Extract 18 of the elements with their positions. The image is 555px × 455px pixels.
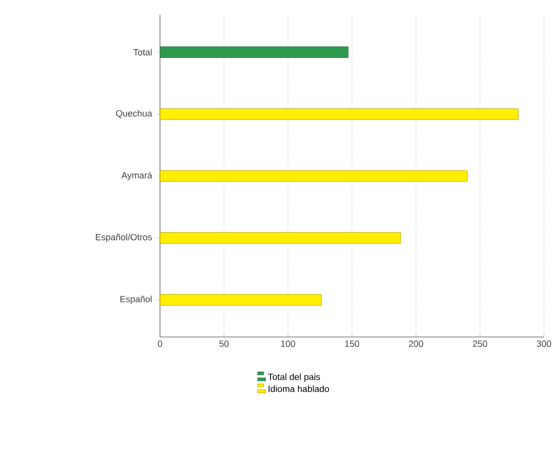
y-tick-label: Español (120, 296, 152, 304)
x-tick-label: 0 (158, 340, 162, 347)
x-tick-label: 250 (472, 340, 488, 347)
y-tick-label: Quechua (116, 110, 152, 118)
legend-label: Idioma hablado (268, 385, 329, 392)
y-tick-label: Total (133, 48, 152, 56)
x-tick-label: 300 (536, 340, 552, 347)
y-tick-label: Español/Otros (96, 234, 152, 242)
legend-label: Total del pais (268, 373, 320, 382)
bar (160, 108, 519, 120)
x-tick-label: 200 (408, 340, 424, 347)
bar (160, 170, 468, 182)
bar (160, 232, 401, 244)
y-tick-label: Aymará (121, 172, 152, 180)
x-tick-label: 100 (281, 340, 296, 347)
x-tick-label: 50 (219, 340, 229, 347)
x-tick-label: 150 (345, 340, 360, 347)
bar (160, 294, 322, 306)
